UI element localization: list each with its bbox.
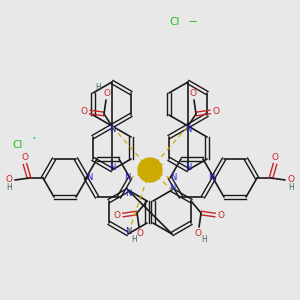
Text: O: O (195, 229, 202, 238)
Text: N: N (86, 173, 92, 182)
Text: H: H (6, 184, 12, 193)
Text: ˆ: ˆ (32, 138, 36, 148)
Text: Ru: Ru (143, 166, 157, 176)
Text: H: H (131, 236, 137, 244)
Text: O: O (5, 176, 13, 184)
Text: O: O (136, 229, 144, 238)
Circle shape (138, 158, 162, 182)
Text: N: N (169, 182, 175, 191)
Text: N: N (170, 173, 176, 182)
Text: O: O (212, 107, 220, 116)
Text: −: − (184, 17, 197, 27)
Text: O: O (103, 89, 110, 98)
Text: Cl: Cl (13, 140, 23, 150)
Text: N: N (125, 188, 131, 197)
Text: N: N (124, 173, 130, 182)
Text: O: O (114, 211, 121, 220)
Text: O: O (22, 152, 28, 161)
Text: N: N (109, 124, 115, 134)
Text: O: O (190, 89, 196, 98)
Text: Cl: Cl (170, 17, 180, 27)
Text: N: N (109, 163, 115, 172)
Text: N: N (185, 124, 191, 134)
Text: H: H (95, 82, 101, 91)
Text: N: N (208, 173, 214, 182)
Text: H: H (288, 184, 294, 193)
Text: -: - (199, 82, 203, 92)
Text: O: O (80, 107, 88, 116)
Text: N: N (125, 226, 131, 236)
Text: O: O (218, 211, 225, 220)
Text: O: O (287, 176, 295, 184)
Text: O: O (272, 152, 278, 161)
Text: H: H (201, 236, 207, 244)
Text: N: N (185, 163, 191, 172)
Text: ++: ++ (155, 161, 165, 166)
